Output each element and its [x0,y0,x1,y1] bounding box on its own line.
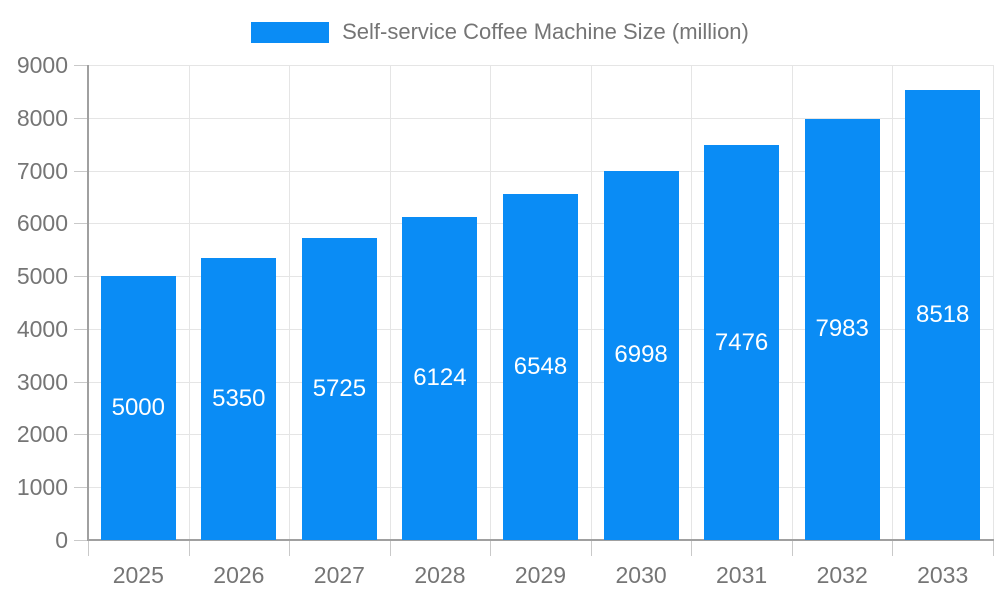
y-tick [74,382,88,383]
y-tick [74,540,88,541]
x-tick [490,540,491,556]
y-axis-label: 5000 [16,263,68,289]
bar-value-label: 6548 [513,353,568,381]
bar-value-label: 8518 [915,301,970,329]
x-tick [892,540,893,556]
x-gridline [993,65,994,540]
x-gridline [490,65,491,540]
y-axis-label: 9000 [16,52,68,78]
x-axis-label: 2026 [213,562,265,588]
x-gridline [591,65,592,540]
bar-value-label: 6998 [614,341,668,369]
x-tick [691,540,692,556]
legend-label: Self-service Coffee Machine Size (millio… [342,19,749,44]
bar-2033[interactable]: 8518 [905,90,981,540]
bar-value-label: 5725 [312,374,367,402]
bar-value-label: 5000 [111,394,165,422]
x-gridline [892,65,893,540]
x-tick [390,540,391,556]
x-axis-label: 2030 [615,562,667,588]
bar-2030[interactable]: 6998 [603,170,679,540]
y-tick [74,434,88,435]
x-axis-label: 2025 [112,562,164,588]
y-axis-label: 8000 [16,105,68,131]
y-axis-line [87,65,89,541]
x-tick [792,540,793,556]
x-tick [289,540,290,556]
x-tick [591,540,592,556]
x-axis-label: 2027 [313,562,365,588]
x-gridline [691,65,692,540]
y-gridline [88,118,993,119]
y-axis-label: 7000 [16,158,68,184]
bar-value-label: 7983 [815,315,869,343]
x-axis-label: 2031 [716,562,768,588]
y-gridline [88,65,993,66]
x-gridline [792,65,793,540]
bar-2028[interactable]: 6124 [402,216,478,540]
x-axis-label: 2029 [514,562,567,588]
bar-value-label: 6124 [413,364,467,392]
bar-value-label: 5350 [212,384,266,412]
bar-2026[interactable]: 5350 [201,257,277,540]
bar-2029[interactable]: 6548 [503,194,578,540]
bar-2025[interactable]: 5000 [100,276,176,540]
y-tick [74,65,88,66]
x-tick [88,540,89,556]
bar-2027[interactable]: 5725 [301,237,377,540]
x-gridline [390,65,391,540]
y-tick [74,223,88,224]
x-axis-line [87,539,994,541]
bar-2031[interactable]: 7476 [704,145,780,540]
y-tick [74,329,88,330]
y-axis-label: 4000 [16,316,68,342]
legend-swatch-icon [251,21,330,43]
y-axis-label: 1000 [16,474,68,500]
x-gridline [289,65,290,540]
x-tick [993,540,994,556]
chart-legend[interactable]: Self-service Coffee Machine Size (millio… [0,17,1000,47]
x-axis-label: 2033 [917,562,969,588]
y-axis-label: 0 [55,527,68,553]
y-tick [74,171,88,172]
y-tick [74,118,88,119]
y-tick [74,276,88,277]
x-axis-label: 2028 [414,562,466,588]
y-axis-label: 6000 [16,210,68,236]
y-axis-label: 2000 [16,421,68,447]
x-tick [189,540,190,556]
bar-value-label: 7476 [714,328,769,356]
y-axis-label: 3000 [16,369,68,395]
x-axis-label: 2032 [816,562,868,588]
y-tick [74,487,88,488]
y-gridline [88,171,993,172]
x-gridline [189,65,190,540]
bar-2032[interactable]: 7983 [804,118,880,540]
